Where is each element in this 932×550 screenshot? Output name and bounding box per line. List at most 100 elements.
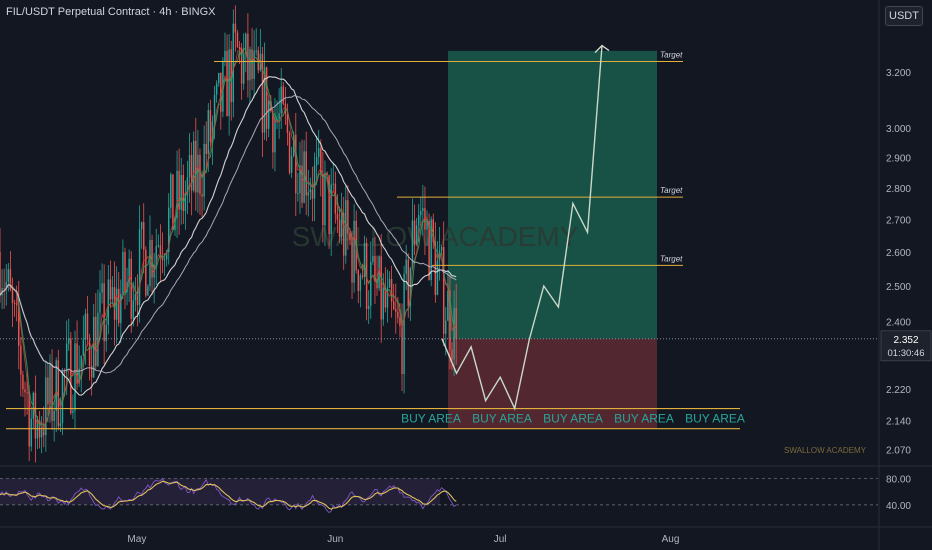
candle-body [172,174,174,230]
candle-body [255,50,257,52]
candle [413,204,416,255]
candle [99,270,101,339]
candle-body [374,255,376,281]
candle-body [167,207,170,253]
buy-area-label: BUY AREA [685,412,745,426]
candle [311,166,314,222]
candle-body [299,165,301,194]
projection-path [441,45,603,411]
candle-body [97,312,99,366]
candle-body [399,317,401,326]
candle [151,234,153,296]
candle [113,261,116,346]
candle-body [278,113,280,119]
candle [415,217,418,246]
candle-body [326,172,328,176]
candle [374,236,376,304]
candle-body [297,193,299,195]
candle [88,333,91,381]
candle [82,315,85,357]
candle-body [45,377,47,436]
candle-body [147,286,149,296]
candle [420,196,422,227]
candle [163,253,166,276]
candle [161,232,164,274]
candle-body [367,306,370,309]
candle [97,289,99,367]
candle-body [26,392,28,394]
candle [263,42,266,140]
candle-body [213,94,216,122]
time-tick-label: Aug [662,534,680,545]
candle [453,290,455,376]
candle-body [451,349,453,360]
candle-body [34,392,37,439]
candle [138,205,141,323]
candle [236,29,239,49]
candle [109,260,112,309]
candle-body [124,252,126,293]
current-price-box [880,330,932,362]
candle [215,80,218,103]
candle-body [86,313,89,340]
currency-button[interactable]: USDT [885,6,923,26]
candle [186,160,189,215]
candle-body [36,420,39,439]
target-label: Target [660,254,683,263]
candle-body [9,269,12,290]
ma-slow-white [0,76,457,396]
candle-body [76,343,78,384]
rsi-tick-label: 40.00 [886,501,911,512]
candle [49,354,51,423]
target-label: Target [660,50,683,59]
candle [317,129,320,165]
candle-body [157,245,160,247]
candle [211,115,214,165]
candle-body [105,325,107,342]
candle-body [20,345,22,375]
candle-body [84,313,87,340]
candle-body [432,219,434,242]
candle-body [453,307,455,360]
candle [192,131,195,193]
candle-body [395,309,397,312]
candle-body [95,316,97,366]
rsi-tick-label: 80.00 [886,475,911,486]
candle-body [401,325,403,375]
time-tick-label: Jul [494,534,507,545]
candle [70,332,72,415]
candle-body [320,147,322,174]
candle [315,135,318,186]
candle-body [282,86,285,104]
candle-body [5,281,7,290]
candle-body [253,50,255,79]
candle-body [249,49,251,81]
candle-body [228,49,230,117]
candle [30,407,32,452]
candle [359,273,362,308]
candle [426,210,428,246]
candle [451,342,453,370]
candle [361,263,364,280]
candle-body [407,259,409,307]
candle-body [65,343,68,373]
candle-body [388,279,391,288]
candle-body [353,220,355,283]
candle-body [40,429,43,438]
candle-body [363,242,366,277]
candle [147,283,149,296]
candle-body [361,275,364,277]
candle [105,318,107,352]
candle [176,150,178,239]
candle-body [380,256,382,320]
candle-body [0,252,1,296]
candle [363,235,366,285]
candle [357,268,360,304]
candle-body [120,294,122,324]
candle-body [445,320,447,334]
buy-area-label: BUY AREA [401,412,461,426]
candle-body [57,360,60,427]
candle-body [245,33,247,55]
candle-body [324,172,326,226]
